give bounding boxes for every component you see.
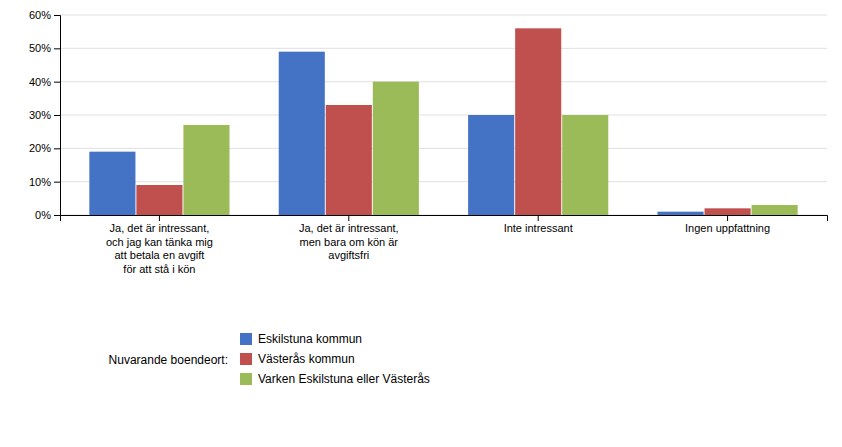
grid-line (60, 148, 827, 149)
x-tick-label: Ja, det är intressant, och jag kan tänka … (106, 222, 213, 275)
bar (279, 52, 325, 215)
x-tick: Ingen uppfattning (685, 215, 770, 234)
legend-item: Västerås kommun (240, 352, 355, 366)
x-tick-mark (727, 215, 728, 221)
x-axis: Ja, det är intressant, och jag kan tänka … (61, 215, 828, 275)
x-tick-label-line: men bara om kön är (300, 236, 399, 248)
x-tick-label: Inte intressant (504, 222, 573, 234)
legend-label: Varken Eskilstuna eller Västerås (258, 372, 430, 386)
y-tick-label: 30% (29, 109, 51, 121)
grid-line (60, 15, 827, 16)
grid-line (60, 181, 827, 182)
x-tick: Ja, det är intressant, men bara om kön är… (299, 215, 399, 261)
y-tick-label: 20% (29, 142, 51, 154)
x-tick: Ja, det är intressant, och jag kan tänka … (106, 215, 213, 275)
x-tick-label: Ja, det är intressant, men bara om kön är… (299, 222, 399, 262)
chart-container: 0% 10% 20% 30% 40% 50% 60% Ja, det är intressan… (0, 0, 842, 447)
x-tick-label-line: Ingen uppfattning (685, 222, 770, 234)
y-tick: 10% (29, 176, 60, 188)
legend-swatch (240, 373, 252, 385)
y-tick: 20% (29, 142, 60, 154)
y-tick: 40% (29, 76, 60, 88)
y-tick-label: 40% (29, 76, 51, 88)
legend-swatch (240, 333, 252, 345)
bar (326, 105, 372, 215)
y-tick-mark (54, 148, 60, 149)
legend-label: Eskilstuna kommun (258, 332, 362, 346)
bar-series (136, 28, 750, 215)
grid-line (60, 81, 827, 82)
y-tick-mark (54, 15, 60, 16)
grid-line (60, 115, 827, 116)
x-tick: Inte intressant (504, 215, 573, 234)
chart-svg: 0% 10% 20% 30% 40% 50% 60% Ja, det är intressan… (0, 0, 842, 447)
bar (183, 125, 229, 215)
y-tick-label: 50% (29, 42, 51, 54)
legend-swatch (240, 353, 252, 365)
y-tick-mark (54, 48, 60, 49)
x-axis-line (61, 216, 828, 222)
x-tick-mark (159, 215, 160, 221)
bar (373, 82, 419, 215)
x-tick-mark (538, 215, 539, 221)
grid (60, 15, 827, 215)
bar (752, 205, 798, 215)
y-tick: 30% (29, 109, 60, 121)
x-tick-label-line: Ja, det är intressant, (110, 222, 210, 234)
legend: Nuvarande boendeort: Eskilstuna kommun Väs… (109, 332, 430, 386)
bar (562, 115, 608, 215)
plot: 0% 10% 20% 30% 40% 50% 60% Ja, det är intressan… (29, 9, 828, 275)
x-tick-label: Ingen uppfattning (685, 222, 770, 234)
x-tick-label-line: och jag kan tänka mig (106, 236, 213, 248)
x-tick-label-line: Ja, det är intressant, (299, 222, 399, 234)
legend-title: Nuvarande boendeort: (109, 353, 228, 367)
bar (705, 208, 751, 215)
bars (89, 28, 797, 215)
bar (468, 115, 514, 215)
x-tick-label-line: att betala en avgift (114, 249, 204, 261)
bar (89, 152, 135, 215)
x-tick-label-line: avgiftsfri (328, 249, 369, 261)
y-tick-mark (54, 182, 60, 183)
legend-item: Varken Eskilstuna eller Västerås (240, 372, 430, 386)
x-tick-mark (348, 215, 349, 221)
bar (657, 212, 703, 215)
bar (136, 185, 182, 215)
y-tick-mark (54, 215, 60, 216)
y-tick-label: 60% (29, 9, 51, 21)
legend-item: Eskilstuna kommun (240, 332, 362, 346)
y-tick: 50% (29, 42, 60, 54)
y-axis: 0% 10% 20% 30% 40% 50% 60% (29, 9, 61, 221)
legend-label: Västerås kommun (258, 352, 355, 366)
y-tick-label: 10% (29, 176, 51, 188)
bar (515, 28, 561, 215)
grid-line (60, 48, 827, 49)
y-tick-label: 0% (35, 209, 51, 221)
y-tick: 0% (35, 209, 60, 221)
x-tick-label-line: för att stå i kön (123, 263, 195, 275)
y-tick-mark (54, 115, 60, 116)
bar-series (89, 52, 703, 215)
y-tick-mark (54, 82, 60, 83)
y-tick: 60% (29, 9, 60, 21)
x-tick-label-line: Inte intressant (504, 222, 573, 234)
y-axis-line (54, 16, 61, 216)
bar-series (183, 82, 797, 215)
